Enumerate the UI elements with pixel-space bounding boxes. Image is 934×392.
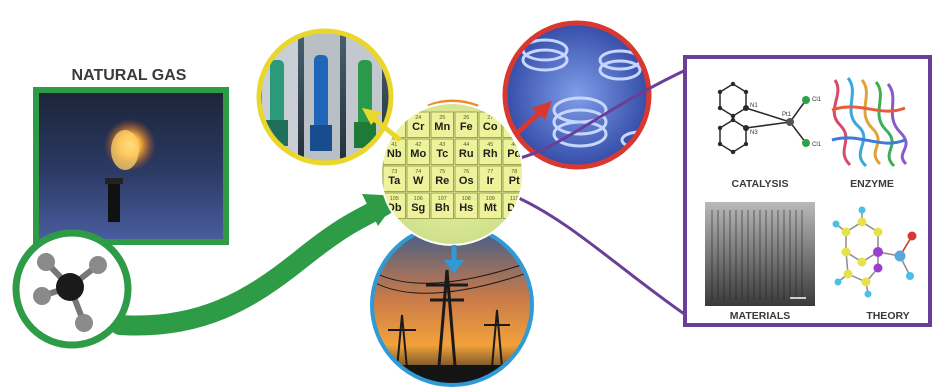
element-number: 74: [415, 169, 421, 175]
element-symbol: Ta: [388, 175, 401, 187]
element-symbol: Nb: [387, 148, 402, 160]
label-n3: N3: [750, 130, 758, 136]
element-cell: [406, 138, 430, 165]
theory-label: THEORY: [866, 310, 909, 322]
element-number: 77: [487, 169, 493, 175]
element-symbol: Tc: [436, 148, 448, 160]
element-symbol: Fe: [460, 121, 473, 133]
element-cell: [454, 138, 478, 165]
purple-connector-bottom: [511, 193, 691, 320]
plastic-bottles-image: [502, 20, 652, 170]
element-symbol: W: [413, 175, 424, 187]
blue-arrow: [444, 245, 464, 274]
element-cell: [382, 165, 406, 192]
fuel-pump-image: [256, 28, 394, 166]
enzyme-structure: [831, 77, 908, 168]
element-symbol: Bh: [435, 202, 450, 214]
purple-connector-top: [511, 66, 691, 162]
element-symbol: Mo: [410, 148, 426, 160]
element-symbol: Pt: [509, 175, 520, 187]
element-symbol: Mt: [484, 202, 497, 214]
element-number: 46: [511, 142, 517, 148]
materials-image: [705, 202, 815, 306]
element-cell: [478, 138, 502, 165]
element-number: 43: [439, 142, 445, 148]
element-symbol: Ir: [487, 175, 495, 187]
element-cell: [454, 165, 478, 192]
element-number: 108: [462, 196, 471, 202]
theory-structure: [832, 206, 917, 298]
element-number: 105: [390, 196, 399, 202]
applications-panel: N1 N3 Pt1 Cl1 Cl1 CATALYSIS ENZYME: [683, 55, 932, 327]
element-cell: [502, 165, 522, 192]
element-cell: [454, 111, 478, 138]
element-symbol: Re: [435, 175, 449, 187]
element-symbol: Ru: [459, 148, 474, 160]
red-arrow: [513, 101, 552, 137]
orange-arc: [427, 99, 479, 108]
element-number: 27: [487, 115, 493, 121]
element-symbol: Hs: [459, 202, 473, 214]
yellow-arrow: [362, 108, 402, 142]
element-number: 24: [415, 115, 421, 121]
element-symbol: Os: [459, 175, 474, 187]
element-cell: [430, 138, 454, 165]
natural-gas-panel: NATURAL GAS: [33, 67, 229, 245]
label-pt1: Pt1: [782, 112, 792, 118]
element-cell: [454, 192, 478, 219]
label-n1: N1: [750, 103, 758, 109]
element-symbol: Cr: [412, 121, 425, 133]
catalysis-label: CATALYSIS: [732, 178, 789, 190]
element-symbol: Sg: [411, 202, 425, 214]
element-symbol: Pd: [507, 148, 521, 160]
element-cell: [478, 165, 502, 192]
element-number: 73: [391, 169, 397, 175]
element-cell: [406, 165, 430, 192]
element-symbol: Mn: [434, 121, 450, 133]
materials-label: MATERIALS: [730, 310, 790, 322]
element-number: 23: [391, 115, 397, 121]
element-symbol: Co: [483, 121, 498, 133]
element-cell: [430, 165, 454, 192]
element-number: 76: [463, 169, 469, 175]
element-number: 45: [487, 142, 493, 148]
element-cell: [478, 192, 502, 219]
enzyme-label: ENZYME: [850, 178, 894, 190]
element-number: 109: [486, 196, 495, 202]
methane-molecule: [12, 229, 132, 349]
element-number: 25: [439, 115, 445, 121]
natural-gas-label: NATURAL GAS: [72, 67, 187, 84]
element-cell: [430, 111, 454, 138]
element-number: 78: [511, 169, 517, 175]
element-number: 41: [391, 142, 397, 148]
element-number: 26: [463, 115, 469, 121]
catalysis-atoms: [717, 81, 794, 155]
green-arrow: [110, 195, 395, 336]
element-number: 42: [415, 142, 421, 148]
element-number: 44: [463, 142, 469, 148]
element-number: 75: [439, 169, 445, 175]
element-number: 110: [510, 196, 519, 202]
label-cl1-bottom: Cl1: [812, 142, 822, 148]
element-number: 106: [414, 196, 423, 202]
label-cl1-top: Cl1: [812, 97, 822, 103]
element-cell: [406, 192, 430, 219]
element-cell: [430, 192, 454, 219]
periodic-table-circle: 23V24Cr25Mn26Fe27Co28Ni41Nb42Mo43Tc44Ru4…: [380, 102, 524, 246]
element-symbol: Rh: [483, 148, 498, 160]
element-number: 107: [438, 196, 447, 202]
